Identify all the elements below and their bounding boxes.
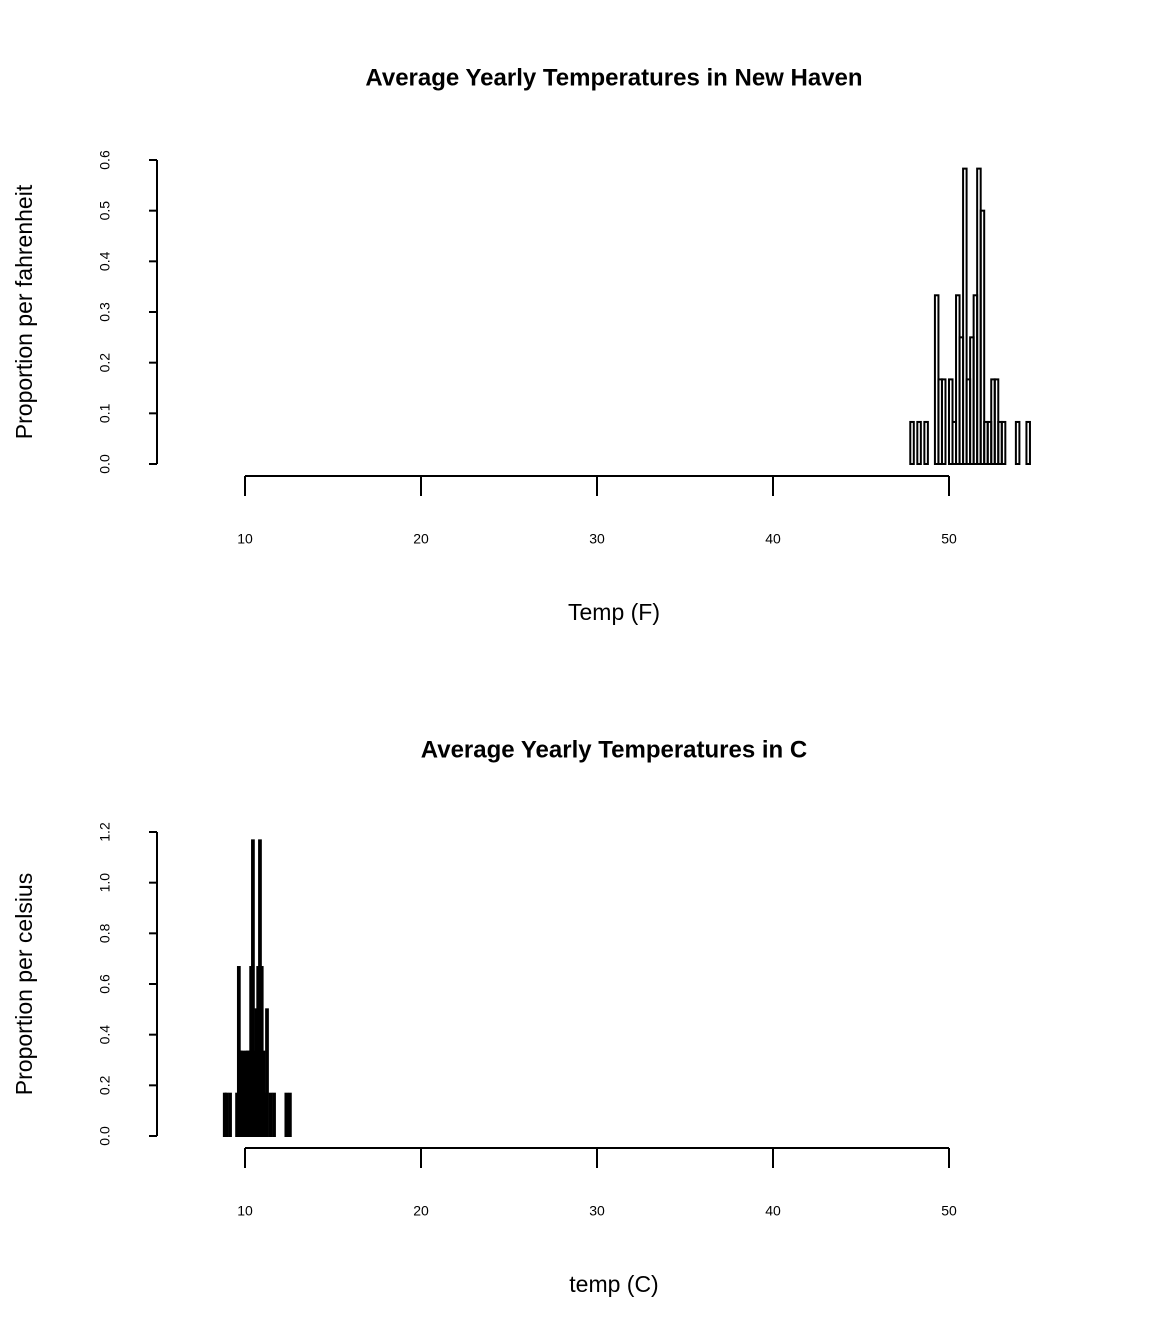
bar (979, 209, 986, 465)
x-tick-label: 40 (765, 1203, 781, 1219)
y-tick-label: 0.2 (97, 1075, 113, 1095)
y-tick-label: 0.2 (97, 353, 113, 373)
y-tick-label: 0.6 (97, 974, 113, 994)
y-tick-label: 1.0 (97, 873, 113, 893)
x-tick-label: 50 (941, 1203, 957, 1219)
bar (923, 420, 929, 465)
y-axis-label: Proportion per fahrenheit (11, 184, 37, 439)
bar (284, 1092, 289, 1138)
y-tick-label: 0.6 (97, 150, 113, 170)
x-tick-label: 40 (765, 531, 781, 547)
x-axis-label: temp (C) (569, 1271, 658, 1297)
x-tick-label: 20 (413, 531, 429, 547)
x-tick-label: 50 (941, 531, 957, 547)
bar (224, 1092, 229, 1138)
bar (916, 420, 922, 465)
y-tick-label: 0.0 (97, 454, 113, 474)
bar (1000, 420, 1007, 465)
y-tick-label: 0.5 (97, 201, 113, 221)
bar (1025, 420, 1031, 465)
y-tick-label: 0.8 (97, 923, 113, 943)
bar (268, 1092, 273, 1138)
chart-title: Average Yearly Temperatures in New Haven (365, 64, 862, 91)
y-tick-label: 0.1 (97, 403, 113, 423)
bar (288, 1092, 292, 1138)
bar (228, 1092, 232, 1138)
y-tick-label: 0.0 (97, 1126, 113, 1146)
x-tick-label: 30 (589, 1203, 605, 1219)
x-tick-label: 20 (413, 1203, 429, 1219)
bar (1014, 420, 1021, 465)
y-axis-label: Proportion per celsius (11, 873, 37, 1095)
x-tick-label: 10 (237, 531, 253, 547)
x-tick-label: 30 (589, 531, 605, 547)
bar (909, 420, 915, 465)
x-axis-label: Temp (F) (568, 599, 660, 625)
bar (940, 378, 947, 465)
y-tick-label: 0.4 (97, 251, 113, 271)
bar (272, 1092, 276, 1138)
bar (962, 167, 968, 465)
bar (265, 1008, 269, 1137)
y-tick-label: 0.4 (97, 1025, 113, 1045)
x-tick-label: 10 (237, 1203, 253, 1219)
chart-title: Average Yearly Temperatures in C (421, 736, 807, 763)
y-tick-label: 1.2 (97, 822, 113, 842)
y-tick-label: 0.3 (97, 302, 113, 322)
